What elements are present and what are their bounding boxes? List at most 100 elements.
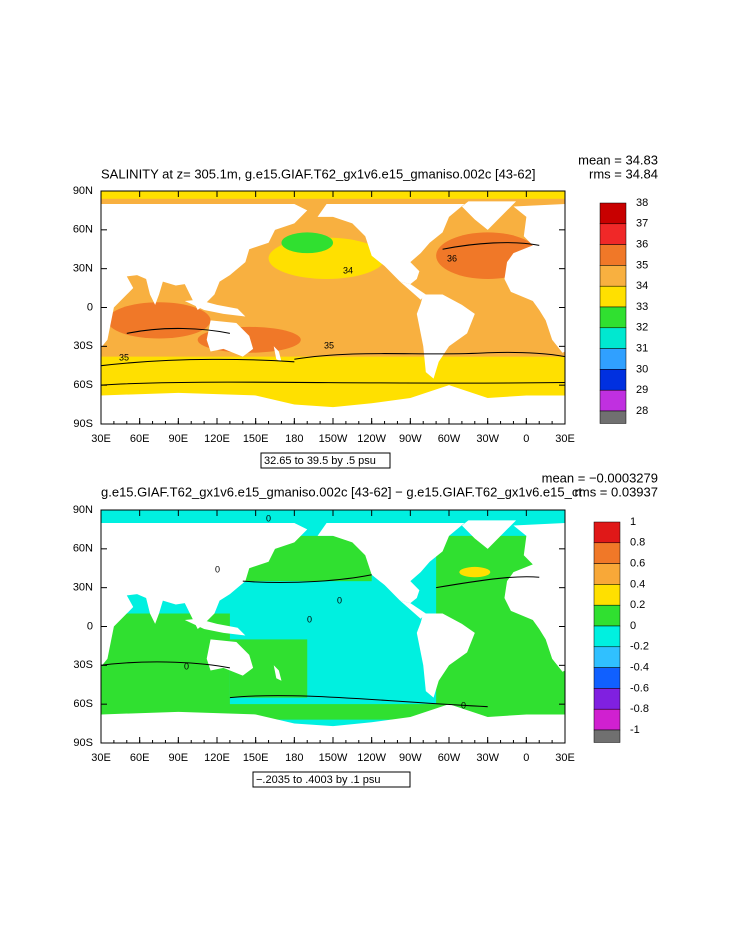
lon-label: 90W bbox=[399, 752, 422, 764]
colorbar-box bbox=[593, 708, 621, 731]
lat-label: 90S bbox=[73, 418, 93, 430]
colorbar-box bbox=[593, 604, 621, 627]
colorbar-box bbox=[599, 348, 627, 370]
colorbar-box bbox=[599, 306, 627, 329]
colorbar-box bbox=[593, 688, 621, 710]
colorbar-box bbox=[599, 369, 627, 391]
lon-label: 0 bbox=[523, 752, 529, 764]
colorbar-box bbox=[593, 729, 621, 743]
title: SALINITY at z= 305.1m, g.e15.GIAF.T62_gx… bbox=[101, 166, 535, 181]
contour-label: 36 bbox=[447, 253, 457, 263]
colorbar-box bbox=[599, 410, 627, 424]
lon-label: 180 bbox=[285, 433, 303, 445]
colorbar-box bbox=[599, 265, 627, 287]
lon-label: 150W bbox=[319, 752, 348, 764]
lon-label: 90W bbox=[399, 433, 422, 445]
lon-label: 60E bbox=[130, 752, 150, 764]
colorbar-label: -0.2 bbox=[630, 641, 649, 653]
colorbar-label: 33 bbox=[636, 301, 648, 313]
lon-label: 150E bbox=[243, 752, 269, 764]
lon-label: 180 bbox=[285, 752, 303, 764]
contour-label: 0 bbox=[184, 661, 189, 671]
lat-label: 30S bbox=[73, 340, 93, 352]
mean: mean = −0.0003279 bbox=[542, 470, 658, 485]
colorbar-box bbox=[593, 646, 621, 668]
lat-label: 60N bbox=[73, 543, 93, 555]
colorbar-label: 36 bbox=[636, 239, 648, 251]
lat-label: 0 bbox=[87, 301, 93, 313]
colorbar-box bbox=[593, 625, 621, 648]
contour-label: 35 bbox=[324, 340, 334, 350]
colorbar-box bbox=[599, 223, 627, 245]
lon-label: 150W bbox=[319, 433, 348, 445]
lat-label: 30S bbox=[73, 659, 93, 671]
colorbar-box bbox=[593, 542, 621, 564]
lon-label: 30W bbox=[476, 433, 499, 445]
contour-label: 0 bbox=[215, 564, 220, 574]
rms: rms = 34.84 bbox=[589, 166, 658, 181]
colorbar-label: 0.4 bbox=[630, 578, 645, 590]
lat-label: 90N bbox=[73, 185, 93, 197]
colorbar-box bbox=[593, 667, 621, 689]
colorbar-label: 0.8 bbox=[630, 537, 645, 549]
colorbar-label: 35 bbox=[636, 259, 648, 271]
colorbar-label: -0.6 bbox=[630, 682, 649, 694]
colorbar-label: 0.2 bbox=[630, 599, 645, 611]
title: g.e15.GIAF.T62_gx1v6.e15_gmaniso.002c [4… bbox=[101, 484, 582, 499]
colorbar-box bbox=[599, 244, 627, 266]
contour-label: 0 bbox=[266, 513, 271, 523]
map-1 bbox=[101, 191, 566, 424]
lon-label: 60W bbox=[438, 752, 461, 764]
mean: mean = 34.83 bbox=[578, 152, 658, 167]
lon-label: 30E bbox=[555, 433, 575, 445]
map-2 bbox=[101, 510, 566, 743]
contour-label: 34 bbox=[343, 265, 353, 275]
colorbar-label: 0.6 bbox=[630, 558, 645, 570]
contour-label: 0 bbox=[337, 595, 342, 605]
colorbar-label: -0.4 bbox=[630, 662, 649, 674]
colorbar-label: 30 bbox=[636, 363, 648, 375]
colorbar-label: 0 bbox=[630, 620, 636, 632]
colorbar-label: 38 bbox=[636, 197, 648, 209]
lon-label: 30E bbox=[91, 752, 111, 764]
lon-label: 60W bbox=[438, 433, 461, 445]
lon-label: 90E bbox=[169, 433, 189, 445]
lat-label: 90N bbox=[73, 504, 93, 516]
contour-label: 35 bbox=[119, 352, 129, 362]
contour-label: 0 bbox=[307, 614, 312, 624]
lon-label: 30E bbox=[91, 433, 111, 445]
range-note: −.2035 to .4003 by .1 psu bbox=[256, 774, 380, 786]
contour-labels: 34 36 35 35 0 0 0 0 0 0 bbox=[119, 253, 466, 710]
colorbar-label: -1 bbox=[630, 724, 640, 736]
lon-label: 0 bbox=[523, 433, 529, 445]
lat-label: 0 bbox=[87, 620, 93, 632]
lat-label: 60N bbox=[73, 224, 93, 236]
colorbar-box bbox=[593, 521, 621, 544]
colorbar-box bbox=[593, 563, 621, 585]
lat-label: 60S bbox=[73, 379, 93, 391]
colorbar-box bbox=[599, 389, 627, 412]
colorbar-label: 31 bbox=[636, 343, 648, 355]
colorbar-label: 34 bbox=[636, 280, 648, 292]
lon-label: 120W bbox=[357, 433, 386, 445]
lat-label: 60S bbox=[73, 698, 93, 710]
lon-label: 90E bbox=[169, 752, 189, 764]
colorbar-label: 37 bbox=[636, 218, 648, 230]
lat-label: 90S bbox=[73, 737, 93, 749]
colorbar-label: -0.8 bbox=[630, 703, 649, 715]
lon-label: 150E bbox=[243, 433, 269, 445]
range-box bbox=[252, 771, 411, 788]
colorbar-box bbox=[593, 584, 621, 606]
lon-label: 120W bbox=[357, 752, 386, 764]
lat-label: 30N bbox=[73, 582, 93, 594]
range-note: 32.65 to 39.5 by .5 psu bbox=[264, 455, 376, 467]
lon-label: 60E bbox=[130, 433, 150, 445]
colorbar-label: 1 bbox=[630, 516, 636, 528]
colorbar-label: 29 bbox=[636, 384, 648, 396]
colorbar-label: 28 bbox=[636, 405, 648, 417]
lat-label: 30N bbox=[73, 263, 93, 275]
colorbar-box bbox=[599, 327, 627, 349]
colorbar-box bbox=[599, 285, 627, 308]
range-box bbox=[260, 452, 391, 469]
